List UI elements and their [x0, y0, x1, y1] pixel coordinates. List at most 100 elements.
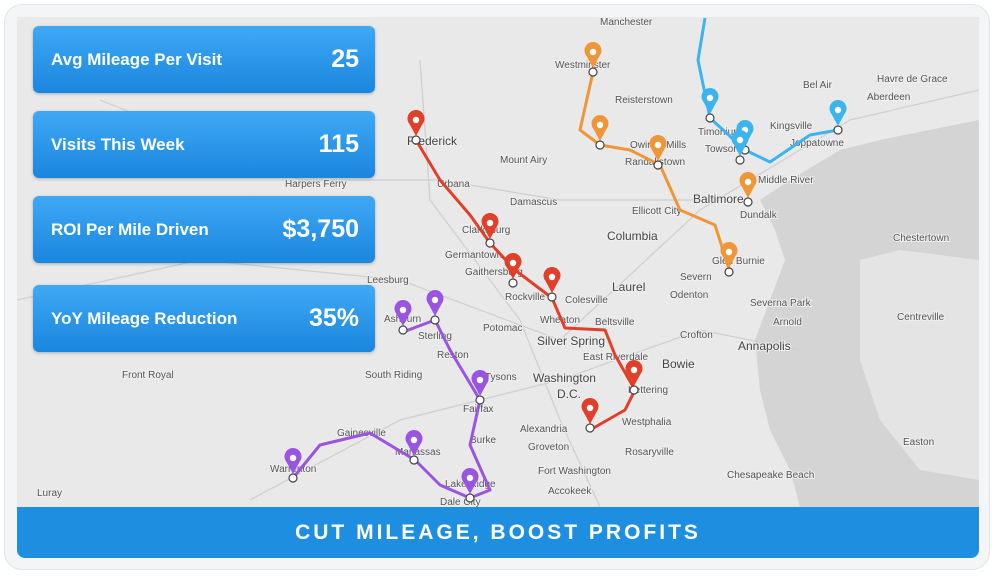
place-label: Tysons	[485, 372, 517, 383]
place-label: Rockville	[505, 292, 545, 303]
pin-dot	[399, 306, 407, 314]
pin-dot	[431, 296, 439, 304]
route	[578, 71, 732, 273]
place-label: Crofton	[680, 330, 713, 341]
pin-dot	[654, 141, 662, 149]
routes	[291, 17, 839, 500]
place-label: Colesville	[565, 295, 608, 306]
place-label: Arnold	[773, 317, 802, 328]
place-label: Reisterstown	[615, 95, 673, 106]
place-label: Westminster	[555, 60, 611, 71]
stop	[833, 125, 843, 135]
place-label: Harpers Ferry	[285, 179, 347, 190]
pin-dot	[548, 273, 556, 281]
stop	[547, 292, 557, 302]
stop	[724, 267, 734, 277]
stop	[485, 238, 495, 248]
pins	[284, 42, 847, 503]
place-label: Burke	[470, 435, 497, 446]
stat-card: Visits This Week 115	[33, 111, 375, 178]
place-label: Mount Airy	[500, 155, 547, 166]
stat-card: ROI Per Mile Driven $3,750	[33, 196, 375, 263]
place-label: Accokeek	[548, 486, 592, 497]
place-label: Kingsville	[770, 121, 813, 132]
place-label: Front Royal	[122, 370, 174, 381]
stat-value: $3,750	[282, 215, 359, 243]
place-label: Annapolis	[738, 339, 791, 353]
place-label: Alexandria	[520, 424, 568, 435]
stat-value: 25	[331, 45, 359, 73]
place-label: Dundalk	[740, 210, 778, 221]
map: ManchesterWestminsterReisterstownOwings …	[17, 17, 979, 507]
place-label: Severna Park	[750, 298, 812, 309]
place-label: Laurel	[612, 280, 645, 294]
stop	[629, 385, 639, 395]
banner: CUT MILEAGE, BOOST PROFITS	[17, 507, 979, 558]
stop	[409, 455, 419, 465]
pin-dot	[725, 248, 733, 256]
stop	[411, 135, 421, 145]
place-label: Towson	[705, 144, 739, 155]
stop	[588, 67, 598, 77]
place-label: Severn	[680, 272, 712, 283]
stat-card: Avg Mileage Per Visit 25	[33, 26, 375, 93]
place-label: Baltimore	[693, 192, 744, 206]
stop	[653, 160, 663, 170]
pin-dot	[589, 48, 597, 56]
place-label: Columbia	[607, 229, 658, 243]
place-label: Centreville	[897, 312, 945, 323]
pin-dot	[509, 259, 517, 267]
place-label: Bowie	[662, 357, 695, 371]
stop	[288, 473, 298, 483]
route	[291, 318, 492, 500]
place-label: Middle River	[758, 175, 814, 186]
stat-label: Visits This Week	[51, 135, 185, 154]
place-label: Chestertown	[893, 233, 949, 244]
place-label: Groveton	[528, 442, 569, 453]
place-label: Luray	[37, 488, 62, 499]
place-label: Ellicott City	[632, 206, 681, 217]
stop	[735, 155, 745, 165]
place-label: Dale City	[440, 497, 481, 507]
stop	[705, 113, 715, 123]
stop	[508, 278, 518, 288]
place-label: Bel Air	[803, 80, 833, 91]
stop	[398, 325, 408, 335]
stop	[743, 197, 753, 207]
pin-dot	[596, 121, 604, 129]
place-label: Rosaryville	[625, 447, 674, 458]
place-label: Germantown	[445, 250, 502, 261]
pin-dot	[630, 366, 638, 374]
place-label: Aberdeen	[867, 92, 910, 103]
stop	[475, 395, 485, 405]
place-label: Chesapeake Beach	[727, 470, 814, 481]
pin-dot	[486, 219, 494, 227]
place-label: Wheaton	[540, 315, 580, 326]
pin-dot	[586, 404, 594, 412]
stat-value: 115	[318, 130, 359, 158]
place-label: Manchester	[600, 17, 653, 28]
place-label: Washington	[533, 371, 596, 385]
place-label: Silver Spring	[537, 334, 605, 348]
place-label: Odenton	[670, 290, 708, 301]
place-label: D.C.	[557, 387, 581, 401]
place-label: Easton	[903, 437, 934, 448]
stat-label: YoY Mileage Reduction	[51, 309, 238, 328]
pin-dot	[466, 474, 474, 482]
place-label: Westphalia	[622, 417, 672, 428]
place-label: Glen Burnie	[712, 256, 765, 267]
stop	[595, 140, 605, 150]
stop	[465, 493, 475, 503]
pin-dot	[410, 436, 418, 444]
pin-dot	[706, 94, 714, 102]
stop	[430, 315, 440, 325]
pin-dot	[736, 136, 744, 144]
place-label: Damascus	[510, 197, 557, 208]
pin-dot	[289, 454, 297, 462]
place-label: Fort Washington	[538, 466, 611, 477]
stat-value: 35%	[308, 304, 359, 332]
stat-label: Avg Mileage Per Visit	[51, 50, 223, 69]
stat-card: YoY Mileage Reduction 35%	[33, 285, 375, 352]
place-label: Leesburg	[367, 275, 409, 286]
pin-dot	[834, 106, 842, 114]
